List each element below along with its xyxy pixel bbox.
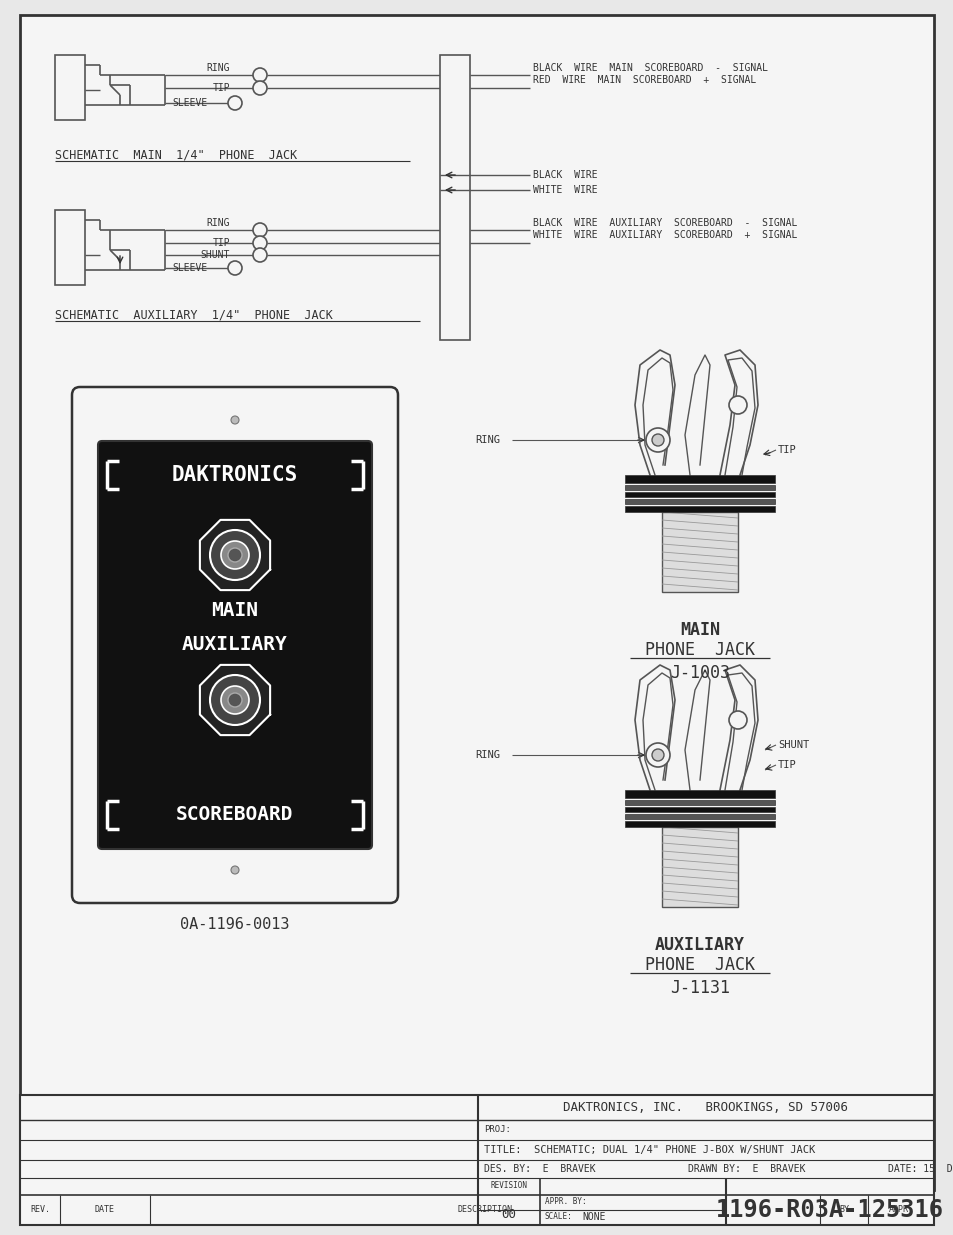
Circle shape <box>228 96 242 110</box>
Bar <box>55 210 85 285</box>
Text: DRAWN BY:  E  BRAVEK: DRAWN BY: E BRAVEK <box>687 1165 804 1174</box>
Text: SLEEVE: SLEEVE <box>172 263 208 273</box>
Bar <box>624 485 774 490</box>
Circle shape <box>210 676 260 725</box>
Circle shape <box>228 548 242 562</box>
Text: APPR.: APPR. <box>887 1205 913 1214</box>
Text: J-1003: J-1003 <box>669 664 729 682</box>
Text: SCALE:: SCALE: <box>544 1213 572 1221</box>
Text: APPR. BY:: APPR. BY: <box>544 1198 586 1207</box>
Circle shape <box>253 248 267 262</box>
Bar <box>439 56 470 340</box>
Text: DATE: 15  DEC  99: DATE: 15 DEC 99 <box>887 1165 953 1174</box>
Text: SLEEVE: SLEEVE <box>172 98 208 107</box>
Text: WHITE  WIRE  AUXILIARY  SCOREBOARD  +  SIGNAL: WHITE WIRE AUXILIARY SCOREBOARD + SIGNAL <box>533 230 797 240</box>
Bar <box>624 790 774 798</box>
Circle shape <box>645 743 669 767</box>
Circle shape <box>651 748 663 761</box>
Text: DESCRIPTION: DESCRIPTION <box>457 1205 512 1214</box>
Text: TITLE:  SCHEMATIC; DUAL 1/4" PHONE J-BOX W/SHUNT JACK: TITLE: SCHEMATIC; DUAL 1/4" PHONE J-BOX … <box>483 1145 815 1155</box>
Bar <box>661 827 738 906</box>
Text: MAIN: MAIN <box>212 600 258 620</box>
Polygon shape <box>200 664 270 735</box>
Text: RED  WIRE  MAIN  SCOREBOARD  +  SIGNAL: RED WIRE MAIN SCOREBOARD + SIGNAL <box>533 75 756 85</box>
Circle shape <box>253 236 267 249</box>
Text: SHUNT: SHUNT <box>778 740 808 750</box>
Bar <box>624 806 774 811</box>
FancyBboxPatch shape <box>71 387 397 903</box>
Text: BLACK  WIRE  AUXILIARY  SCOREBOARD  -  SIGNAL: BLACK WIRE AUXILIARY SCOREBOARD - SIGNAL <box>533 219 797 228</box>
Text: BY: BY <box>838 1205 848 1214</box>
Bar <box>624 499 774 504</box>
Bar <box>55 56 85 120</box>
Text: PHONE  JACK: PHONE JACK <box>644 956 754 974</box>
Bar <box>661 513 738 592</box>
Circle shape <box>645 429 669 452</box>
Bar <box>624 814 774 819</box>
Circle shape <box>651 433 663 446</box>
Bar <box>624 492 774 496</box>
Text: RING: RING <box>475 435 499 445</box>
Text: 00: 00 <box>501 1209 516 1221</box>
Text: NONE: NONE <box>581 1212 605 1221</box>
Circle shape <box>210 530 260 580</box>
Text: REVISION: REVISION <box>490 1182 527 1191</box>
Circle shape <box>728 711 746 729</box>
Circle shape <box>231 416 239 424</box>
Text: AUXILIARY: AUXILIARY <box>655 936 744 953</box>
Text: DAKTRONICS: DAKTRONICS <box>172 466 297 485</box>
Text: TIP: TIP <box>778 760 796 769</box>
Bar <box>624 475 774 483</box>
Text: SHUNT: SHUNT <box>200 249 230 261</box>
Text: BLACK  WIRE  MAIN  SCOREBOARD  -  SIGNAL: BLACK WIRE MAIN SCOREBOARD - SIGNAL <box>533 63 767 73</box>
Circle shape <box>231 866 239 874</box>
Polygon shape <box>200 520 270 590</box>
Text: 1196-R03A-125316: 1196-R03A-125316 <box>716 1198 943 1221</box>
Circle shape <box>728 396 746 414</box>
Text: REV.: REV. <box>30 1205 50 1214</box>
Circle shape <box>228 693 242 706</box>
Text: DAKTRONICS, INC.   BROOKINGS, SD 57006: DAKTRONICS, INC. BROOKINGS, SD 57006 <box>563 1102 847 1114</box>
Text: SCHEMATIC  AUXILIARY  1/4"  PHONE  JACK: SCHEMATIC AUXILIARY 1/4" PHONE JACK <box>55 309 333 321</box>
Circle shape <box>253 224 267 237</box>
Text: TIP: TIP <box>213 83 230 93</box>
Text: TIP: TIP <box>778 445 796 454</box>
FancyBboxPatch shape <box>98 441 372 848</box>
Text: RING: RING <box>206 63 230 73</box>
Text: DATE: DATE <box>95 1205 115 1214</box>
Text: 0A-1196-0013: 0A-1196-0013 <box>180 918 290 932</box>
Circle shape <box>221 541 249 569</box>
Circle shape <box>253 82 267 95</box>
Text: J-1131: J-1131 <box>669 979 729 997</box>
Text: PHONE  JACK: PHONE JACK <box>644 641 754 659</box>
Bar <box>624 800 774 805</box>
Circle shape <box>221 685 249 714</box>
Text: SCOREBOARD: SCOREBOARD <box>176 805 294 825</box>
Text: AUXILIARY: AUXILIARY <box>182 636 288 655</box>
Text: TIP: TIP <box>213 238 230 248</box>
Text: WHITE  WIRE: WHITE WIRE <box>533 185 597 195</box>
Text: RING: RING <box>475 750 499 760</box>
Bar <box>624 506 774 513</box>
Text: MAIN: MAIN <box>679 621 720 638</box>
Text: DES. BY:  E  BRAVEK: DES. BY: E BRAVEK <box>483 1165 595 1174</box>
Circle shape <box>253 68 267 82</box>
Text: SCHEMATIC  MAIN  1/4"  PHONE  JACK: SCHEMATIC MAIN 1/4" PHONE JACK <box>55 148 297 162</box>
Text: PROJ:: PROJ: <box>483 1125 511 1135</box>
Text: RING: RING <box>206 219 230 228</box>
Text: BLACK  WIRE: BLACK WIRE <box>533 170 597 180</box>
Bar <box>20 1095 933 1225</box>
Bar <box>624 821 774 827</box>
Circle shape <box>228 261 242 275</box>
